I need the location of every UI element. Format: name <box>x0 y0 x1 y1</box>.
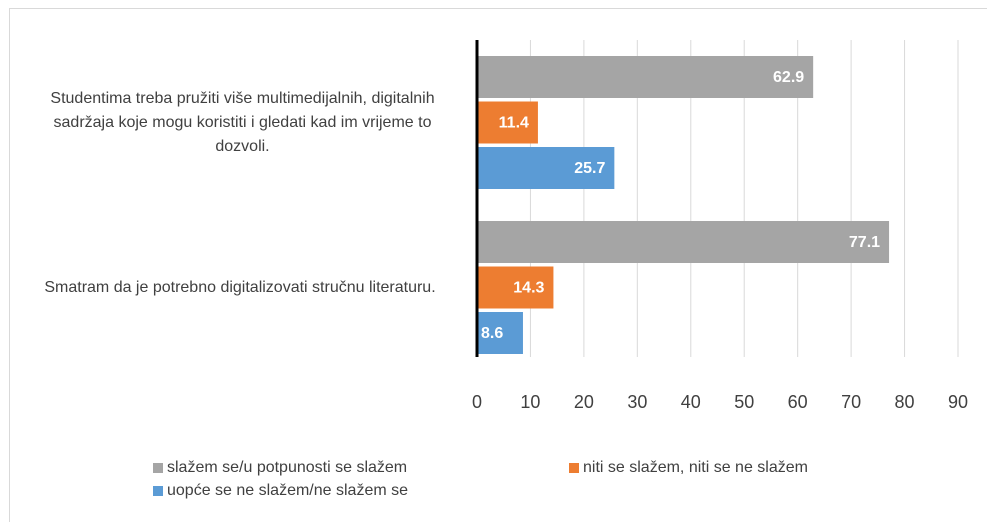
bar <box>477 101 538 144</box>
x-tick-label: 50 <box>734 392 754 412</box>
category-label: Studentima treba pružiti više multimedij… <box>50 89 435 155</box>
legend-label: niti se slažem, niti se ne slažem <box>583 459 808 476</box>
chart-border <box>9 8 987 522</box>
legend-label: slažem se/u potpunosti se slažem <box>167 459 407 476</box>
bar <box>477 147 615 189</box>
x-tick-label: 10 <box>520 392 540 412</box>
legend-swatch <box>153 486 163 496</box>
data-label: 62.9 <box>773 69 804 86</box>
x-tick-label: 90 <box>948 392 968 412</box>
x-tick-label: 40 <box>681 392 701 412</box>
category-label: Smatram da je potrebno digitalizovati st… <box>44 278 436 296</box>
data-label: 8.6 <box>481 325 503 342</box>
x-tick-label: 20 <box>574 392 594 412</box>
bar <box>477 312 523 354</box>
legend-swatch <box>153 463 163 473</box>
x-tick-label: 60 <box>788 392 808 412</box>
x-tick-label: 70 <box>841 392 861 412</box>
x-tick-label: 30 <box>627 392 647 412</box>
data-label: 77.1 <box>849 234 880 251</box>
legend-swatch <box>569 463 579 473</box>
legend-label: uopće se ne slažem/ne slažem se <box>167 482 408 499</box>
data-label: 14.3 <box>513 280 544 297</box>
x-tick-label: 0 <box>472 392 482 412</box>
data-label: 25.7 <box>574 160 605 177</box>
bar <box>477 266 554 309</box>
bar <box>477 56 814 98</box>
data-label: 11.4 <box>499 115 529 132</box>
bar <box>477 221 890 263</box>
x-tick-label: 80 <box>895 392 915 412</box>
